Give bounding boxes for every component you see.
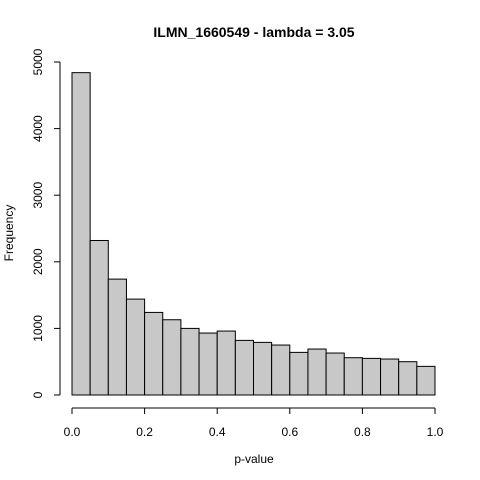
y-tick-label: 4000 [31,115,45,142]
y-axis-label: Frequency [2,205,16,262]
y-tick-label: 0 [31,391,45,398]
histogram-bar [180,327,200,396]
histogram-bar [361,357,382,396]
histogram-bar [144,311,164,396]
histogram-bar [234,339,255,396]
x-tick-label: 0.8 [354,425,371,439]
histogram-bar [325,352,345,396]
histogram-bar [107,278,127,396]
histogram-bar [198,332,218,396]
histogram-bar [125,298,146,396]
histogram-bar [71,72,91,396]
y-axis: 0 1000 2000 3000 4000 5000 [31,48,61,398]
histogram-bar [343,357,363,396]
histogram-bar [162,319,182,396]
y-tick-label: 2000 [31,248,45,275]
y-tick-label: 5000 [31,48,45,75]
histogram-bar [216,330,236,396]
histogram-bar [253,341,273,396]
x-axis-label: p-value [234,452,274,466]
x-tick-label: 0.2 [136,425,153,439]
y-tick-label: 1000 [31,315,45,342]
x-tick-label: 0.0 [64,425,81,439]
y-tick-label: 3000 [31,182,45,209]
x-axis: 0.0 0.2 0.4 0.6 0.8 1.0 [64,407,444,439]
x-tick-label: 1.0 [427,425,444,439]
histogram-bar [307,348,327,396]
histogram-bar [380,358,400,396]
histogram-bars [71,72,436,396]
histogram-bar [398,361,418,396]
histogram-bar [416,365,436,396]
histogram-bar [271,344,291,396]
x-tick-label: 0.4 [209,425,226,439]
histogram-bar [289,351,309,396]
histogram-bar [89,239,109,396]
chart-title: ILMN_1660549 - lambda = 3.05 [153,24,354,40]
x-tick-label: 0.6 [281,425,298,439]
